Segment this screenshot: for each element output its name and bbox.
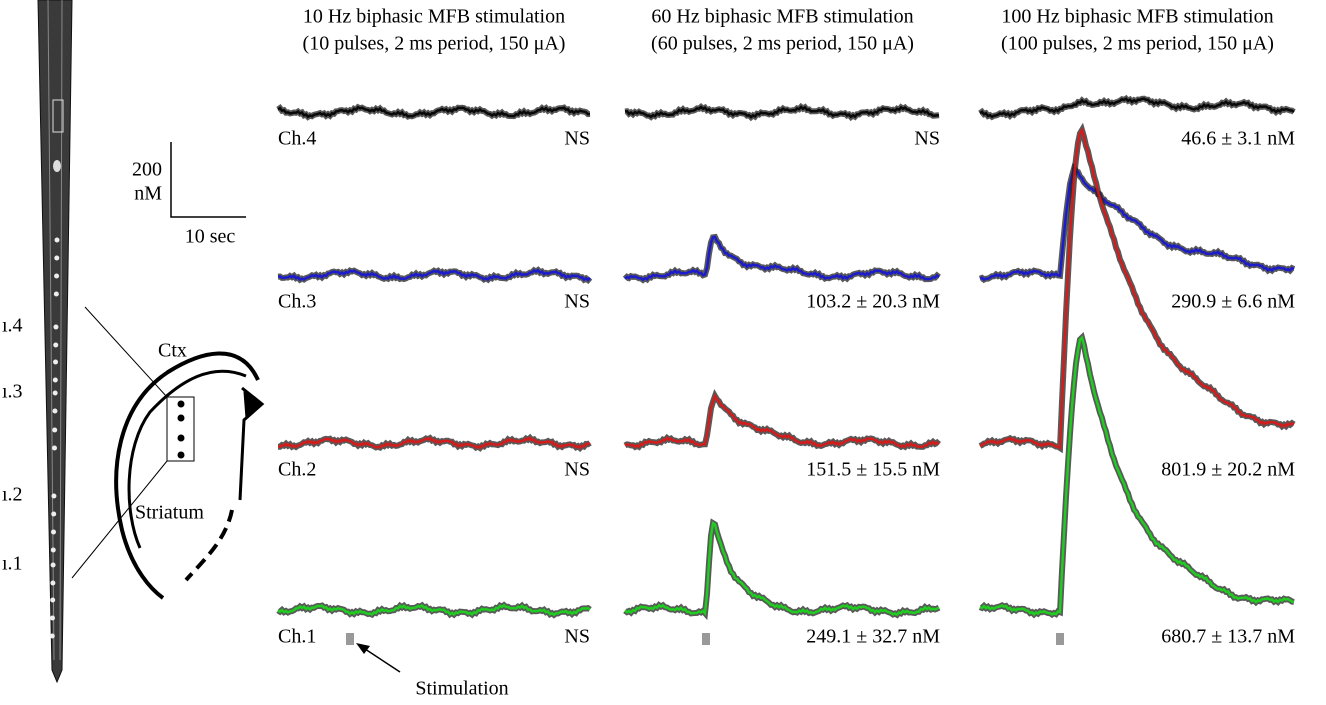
probe-site [53,324,59,330]
probe-site [54,237,60,243]
column-subtitle: (100 pulses, 2 ms period, 150 μA) [1001,33,1274,55]
scale-bar [170,142,246,218]
column-subtitle: (60 pulses, 2 ms period, 150 μA) [651,33,914,55]
annotation: 249.1 ± 32.7 nM [806,626,940,648]
probe [37,0,73,684]
trace [277,105,591,119]
probe-site [54,273,60,279]
channel-label: Ch.3 [278,291,316,313]
probe-site [50,562,56,568]
probe-site [52,427,58,433]
arrow-head [356,643,370,654]
stimulus-marker [346,633,354,645]
trace [278,436,591,450]
trace [277,268,591,282]
probe-dots [49,237,60,639]
annotation: NS [564,626,590,648]
column-title: 10 Hz biphasic MFB stimulation [303,6,565,28]
column-subtitle: (10 pulses, 2 ms period, 150 μA) [303,33,566,55]
trace [624,521,940,617]
probe-site [49,615,55,621]
probe-site [52,445,58,451]
probe-site [53,342,59,348]
annotation: 103.2 ± 20.3 nM [806,291,940,313]
trace [979,97,1295,119]
brain-outline [114,351,265,600]
probe-site [50,547,56,553]
stimulus-marker [702,633,710,645]
annotation: 151.5 ± 15.5 nM [806,459,940,481]
probe-label: ı.4 [2,315,23,337]
probe-site [49,633,55,639]
column-title: 100 Hz biphasic MFB stimulation [1001,6,1273,28]
annotation: NS [564,291,590,313]
channel-label: Ch.1 [278,626,316,648]
probe-label: ı.3 [2,381,23,403]
scale-y-unit: nM [134,183,162,205]
trace [979,127,1295,451]
annotation: 680.7 ± 13.7 nM [1161,626,1295,648]
probe-site [50,580,56,586]
trace [277,603,591,617]
trace [624,105,940,119]
probe-site [53,291,59,297]
channel-label: Ch.4 [278,128,316,150]
probe-site [51,493,57,499]
annotation: 801.9 ± 20.2 nM [1161,459,1295,481]
stimulus-marker [1056,633,1064,645]
probe-site [52,390,58,396]
trace-band [978,122,1296,454]
probe-site [53,359,59,365]
channel-label: Ch.2 [278,459,316,481]
annotation: 46.6 ± 3.1 nM [1181,128,1295,150]
annotation: NS [914,128,940,150]
traces [276,94,1296,621]
scale-x-label: 10 sec [185,226,236,248]
probe-site [50,597,56,603]
scale-y-value: 200 [132,159,162,181]
stimulation-arrow [361,646,401,673]
probe-label: ı.2 [2,484,23,506]
striatum-label: Striatum [135,502,204,524]
trace [624,393,940,449]
annotation: 290.9 ± 6.6 nM [1171,291,1295,313]
trace [624,235,940,282]
probe-site [52,408,58,414]
probe-label: ı.1 [2,553,23,575]
probe-site [51,511,57,517]
cortex-label: Ctx [158,340,187,362]
electrode-sites [177,400,185,459]
trace [979,335,1295,617]
trace-band [623,518,941,621]
annotation: NS [564,128,590,150]
stimulation-label: Stimulation [415,678,508,700]
trace [979,166,1295,282]
annotation: NS [564,459,590,481]
probe-site [52,377,58,383]
probe-site [50,529,56,535]
column-title: 60 Hz biphasic MFB stimulation [651,6,913,28]
recording-box [166,396,195,462]
probe-site [54,255,60,261]
